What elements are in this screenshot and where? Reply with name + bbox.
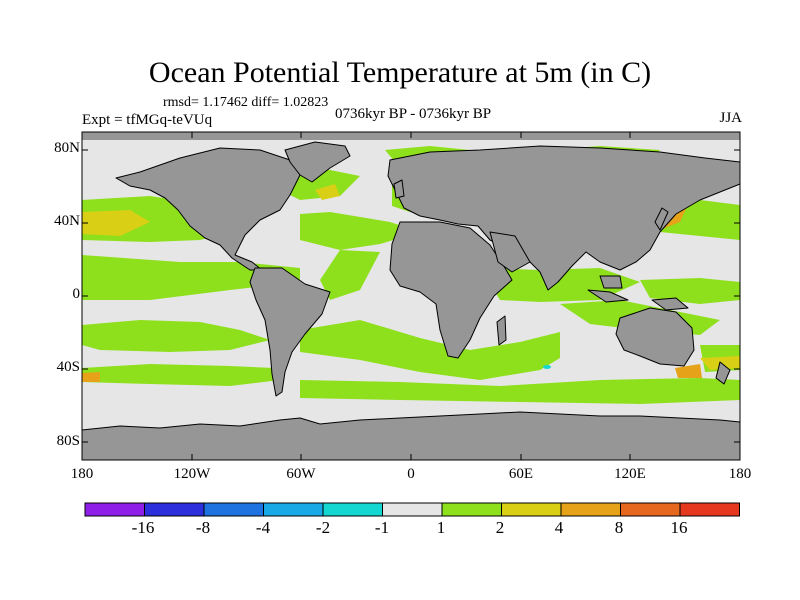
japan <box>654 207 669 231</box>
colorbar-swatch <box>441 502 502 517</box>
colorbar-label: -16 <box>131 518 155 537</box>
period-label: 0736kyr BP - 0736kyr BP <box>334 106 492 122</box>
indonesia <box>587 289 629 303</box>
axis-ticks <box>82 132 740 460</box>
y-tick-label: 40N <box>54 213 80 229</box>
y-tick-label: 80S <box>56 433 80 449</box>
eurasia <box>387 145 741 291</box>
y-tick-label: 0 <box>72 286 81 302</box>
season-label: JJA <box>719 110 742 126</box>
colorbar-label: 4 <box>554 518 564 537</box>
y-tick-label: 80N <box>54 140 80 156</box>
colorbar-swatch <box>501 502 562 517</box>
madagascar <box>496 315 507 346</box>
experiment-label: Expt = tfMGq-teVUq <box>82 112 213 128</box>
colorbar-swatch <box>560 502 621 517</box>
colorbar-swatch <box>322 502 383 517</box>
colorbar-label: -2 <box>315 518 331 537</box>
australia <box>615 307 695 367</box>
colorbar-swatch <box>263 502 324 517</box>
land-masses <box>81 141 741 461</box>
colorbar-label: 16 <box>670 518 688 537</box>
antarctica <box>81 411 741 461</box>
colorbar-swatch <box>203 502 264 517</box>
colorbar-swatch <box>382 502 443 517</box>
arabia <box>489 231 531 273</box>
british-isles <box>393 179 405 199</box>
north-america <box>115 147 301 271</box>
colorbar-label: -4 <box>255 518 271 537</box>
greenland <box>284 141 351 183</box>
colorbar-swatch <box>144 502 205 517</box>
map-title: Ocean Potential Temperature at 5m (in C) <box>148 56 652 89</box>
x-tick-label: 180 <box>70 466 94 482</box>
stats-label: rmsd= 1.17462 diff= 1.02823 <box>163 95 329 110</box>
colorbar-label: 8 <box>614 518 624 537</box>
colorbar-swatch <box>679 502 740 517</box>
y-tick-label: 40S <box>56 359 80 375</box>
africa <box>389 221 513 359</box>
x-tick-label: 120W <box>173 466 211 482</box>
colorbar-swatch <box>84 502 145 517</box>
colorbar-label: 2 <box>495 518 505 537</box>
x-tick-label: 60E <box>508 466 534 482</box>
colorbar-label: 1 <box>436 518 446 537</box>
x-tick-label: 0 <box>407 466 415 482</box>
x-tick-label: 180 <box>728 466 752 482</box>
colorbar-label: -8 <box>195 518 211 537</box>
south-america <box>249 267 331 397</box>
x-tick-label: 60W <box>286 466 316 482</box>
x-tick-label: 120E <box>614 466 646 482</box>
colorbar <box>84 502 740 517</box>
new-guinea <box>651 297 689 311</box>
new-zealand <box>715 361 731 385</box>
colorbar-label: -1 <box>374 518 390 537</box>
colorbar-swatch <box>620 502 681 517</box>
